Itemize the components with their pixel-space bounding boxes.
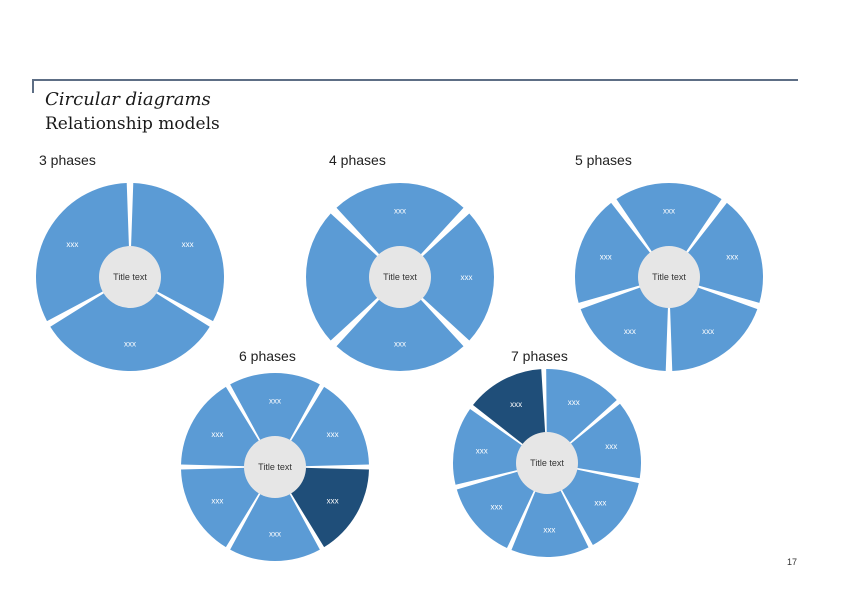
segment-label-seven-6: xxx <box>476 446 488 455</box>
segment-three-2 <box>50 291 210 371</box>
segment-label-three-3: xxx <box>66 240 78 249</box>
segment-label-five-5: xxx <box>600 252 612 261</box>
segment-label-three-2: xxx <box>124 340 136 349</box>
segment-label-four-1: xxx <box>394 207 406 216</box>
segment-label-seven-4: xxx <box>543 525 555 534</box>
slide-title: Circular diagrams <box>45 89 211 110</box>
phase-label-7: 7 phases <box>511 348 568 364</box>
center-circle-five <box>638 246 700 308</box>
segment-five-3 <box>669 286 758 371</box>
segment-label-six-1: xxx <box>269 397 281 406</box>
segment-five-1 <box>616 182 722 255</box>
segment-seven-4 <box>511 487 589 557</box>
circular-diagram-four: xxx xxx xxx Title text <box>305 182 495 372</box>
segment-label-six-6: xxx <box>211 430 223 439</box>
segment-six-2 <box>289 386 369 467</box>
title-rule-tick <box>32 79 34 93</box>
segment-label-five-1: xxx <box>663 207 675 216</box>
circular-diagram-seven: xxx xxx xxx xxx xxx xxx xxx Title text <box>453 369 641 557</box>
center-circle-seven <box>516 432 578 494</box>
segment-label-seven-1: xxx <box>568 398 580 407</box>
segment-label-six-3: xxx <box>327 496 339 505</box>
segment-three-1 <box>130 183 224 322</box>
segment-seven-5 <box>456 470 536 549</box>
segment-label-six-5: xxx <box>211 496 223 505</box>
center-circle-six <box>244 436 306 498</box>
segment-seven-1 <box>546 369 617 445</box>
center-circle-four <box>369 246 431 308</box>
title-rule <box>32 79 798 81</box>
segment-seven-6 <box>453 408 525 485</box>
segment-label-seven-7: xxx <box>510 400 522 409</box>
segment-label-three-1: xxx <box>182 240 194 249</box>
segment-label-six-2: xxx <box>327 430 339 439</box>
phase-label-6: 6 phases <box>239 348 296 364</box>
segment-label-seven-3: xxx <box>594 499 606 508</box>
segment-six-5 <box>181 467 261 548</box>
segment-six-4 <box>230 490 320 562</box>
segment-label-seven-2: xxx <box>605 442 617 451</box>
segment-label-five-4: xxx <box>624 327 636 336</box>
center-title-seven: Title text <box>530 458 564 468</box>
center-title-four: Title text <box>383 272 417 282</box>
circular-diagram-five: xxx xxx xxx xxx xxx Title text <box>575 182 763 371</box>
segment-six-3 <box>289 467 369 548</box>
segment-seven-2 <box>567 403 641 479</box>
segment-label-four-3: xxx <box>394 340 406 349</box>
circular-diagram-six: xxx xxx xxx xxx xxx xxx Title text <box>181 373 369 562</box>
center-title-five: Title text <box>652 272 686 282</box>
segment-six-6 <box>181 386 261 467</box>
segment-label-four-2: xxx <box>461 273 473 282</box>
center-circle-three <box>99 246 161 308</box>
circular-diagram-three: xxx xxx xxx Title text <box>35 183 224 371</box>
segment-label-seven-5: xxx <box>490 502 502 511</box>
segment-four-1 <box>336 182 464 258</box>
segment-label-six-4: xxx <box>269 530 281 539</box>
segment-label-five-2: xxx <box>726 252 738 261</box>
segment-four-4 <box>305 213 381 341</box>
segment-three-3 <box>35 183 130 322</box>
segment-five-5 <box>575 202 653 303</box>
segment-seven-3 <box>560 468 639 546</box>
center-title-three: Title text <box>113 272 147 282</box>
segment-six-1 <box>230 373 320 444</box>
segment-five-2 <box>685 202 763 303</box>
page-number: 17 <box>787 557 798 567</box>
phase-label-4: 4 phases <box>329 152 386 168</box>
segment-five-4 <box>580 286 669 371</box>
segment-four-3 <box>336 296 464 372</box>
phase-label-5: 5 phases <box>575 152 632 168</box>
phase-label-3: 3 phases <box>39 152 96 168</box>
segment-label-five-3: xxx <box>702 327 714 336</box>
segment-seven-7 <box>472 369 546 447</box>
center-title-six: Title text <box>258 462 292 472</box>
segment-four-2 <box>419 213 495 341</box>
slide-subtitle: Relationship models <box>45 114 220 134</box>
